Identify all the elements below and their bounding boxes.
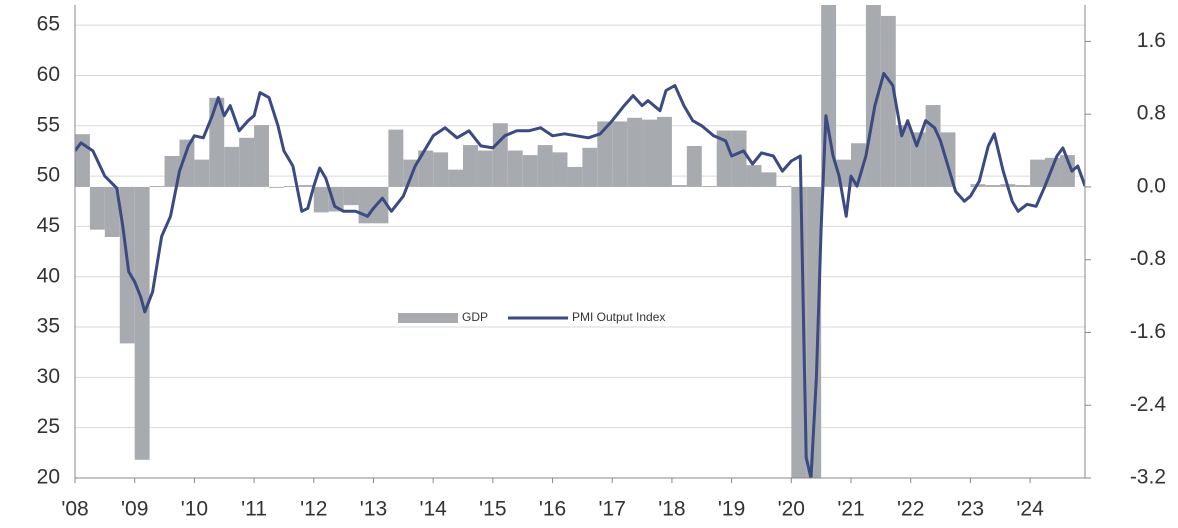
bar (328, 186, 344, 212)
x-tick-label: '20 (778, 498, 805, 521)
bar (537, 145, 553, 187)
x-tick-label: '10 (181, 498, 208, 521)
bar (149, 186, 165, 187)
y2-tick-label: 0.0 (1137, 174, 1166, 197)
bar (761, 172, 777, 187)
x-tick-label: '09 (121, 498, 148, 521)
bars (75, 5, 1075, 478)
bar (895, 125, 911, 187)
bar (313, 186, 329, 213)
y-tick-label: 25 (37, 415, 60, 438)
bar (298, 185, 314, 187)
x-tick-label: '21 (837, 498, 864, 521)
x-tick-label: '24 (1016, 498, 1044, 521)
bar (657, 116, 672, 187)
x-tick-label: '11 (241, 498, 267, 521)
bar (89, 186, 105, 230)
y2-tick-label: -2.4 (1130, 393, 1167, 416)
x-tick-label: '08 (61, 498, 88, 521)
x-tick-label: '16 (539, 498, 566, 521)
bar (851, 143, 866, 187)
bar (1030, 159, 1046, 187)
y-tick-label: 50 (37, 164, 60, 187)
lines (75, 71, 1085, 478)
bar (179, 139, 195, 187)
bar (209, 97, 225, 187)
legend-label: GDP (462, 310, 488, 324)
bar (224, 146, 240, 187)
bar (776, 186, 792, 187)
bar (507, 150, 523, 187)
bar (269, 186, 284, 188)
bar (239, 137, 255, 187)
legend: GDP PMI Output Index (398, 310, 665, 324)
bar (880, 15, 896, 187)
bar (388, 129, 404, 187)
x-tick-label: '23 (957, 498, 984, 521)
y-tick-label: 65 (37, 13, 60, 36)
y2-tick-label: 0.8 (1137, 102, 1166, 125)
bar (522, 155, 538, 187)
bar (164, 155, 180, 187)
line (75, 71, 1085, 478)
y-tick-label: 45 (37, 214, 60, 237)
x-tick-label: '12 (300, 498, 327, 521)
x-tick-label: '14 (419, 498, 447, 521)
y2-tick-label: -0.8 (1130, 247, 1166, 270)
x-tick-label: '22 (897, 498, 924, 521)
bar (597, 121, 613, 187)
x-tick-label: '17 (599, 498, 626, 521)
bar (985, 185, 1001, 187)
y2-tick-label: 1.6 (1137, 29, 1166, 52)
y-tick-label: 60 (37, 63, 60, 86)
bar (731, 130, 747, 187)
y2-tick-label: -3.2 (1130, 466, 1166, 489)
bar (433, 152, 449, 187)
bar (1015, 185, 1031, 187)
bar (746, 165, 762, 187)
bar (1059, 155, 1075, 187)
bar (358, 186, 374, 224)
bar (627, 117, 643, 187)
bar (463, 145, 478, 187)
bar (492, 123, 508, 187)
bar (477, 150, 493, 187)
bar (254, 125, 270, 187)
x-tick-label: '19 (718, 498, 745, 521)
y2-tick-label: -1.6 (1130, 320, 1166, 343)
bar (671, 185, 687, 187)
x-tick-label: '18 (658, 498, 685, 521)
x-tick-label: '15 (479, 498, 506, 521)
bar (642, 119, 658, 187)
bar (448, 169, 464, 187)
y-tick-label: 30 (37, 365, 60, 388)
y-tick-label: 35 (37, 315, 60, 338)
bar (582, 147, 598, 187)
bar (925, 105, 941, 187)
bar (910, 132, 926, 187)
bar (418, 150, 434, 187)
bar (194, 159, 210, 187)
legend-swatch (398, 313, 458, 323)
bar (806, 186, 822, 478)
bar (552, 152, 568, 187)
bar (104, 186, 120, 237)
y-tick-label: 40 (37, 264, 60, 287)
bar (686, 145, 702, 187)
bar (612, 121, 628, 187)
bar (373, 186, 389, 224)
bar (940, 132, 956, 187)
legend-label: PMI Output Index (572, 310, 665, 324)
y-tick-label: 55 (37, 113, 60, 136)
x-tick-label: '13 (360, 498, 387, 521)
y-tick-label: 20 (37, 466, 60, 489)
grid (75, 24, 1085, 479)
axes: 20 25 30 35 40 45 50 55 60 65 -3.2 -2.4 -1.6 -0.8 0.0 0… (37, 5, 1167, 521)
bar (343, 186, 359, 206)
bar (567, 166, 583, 187)
bar (283, 186, 299, 187)
bar (701, 186, 717, 187)
bar (134, 186, 150, 460)
